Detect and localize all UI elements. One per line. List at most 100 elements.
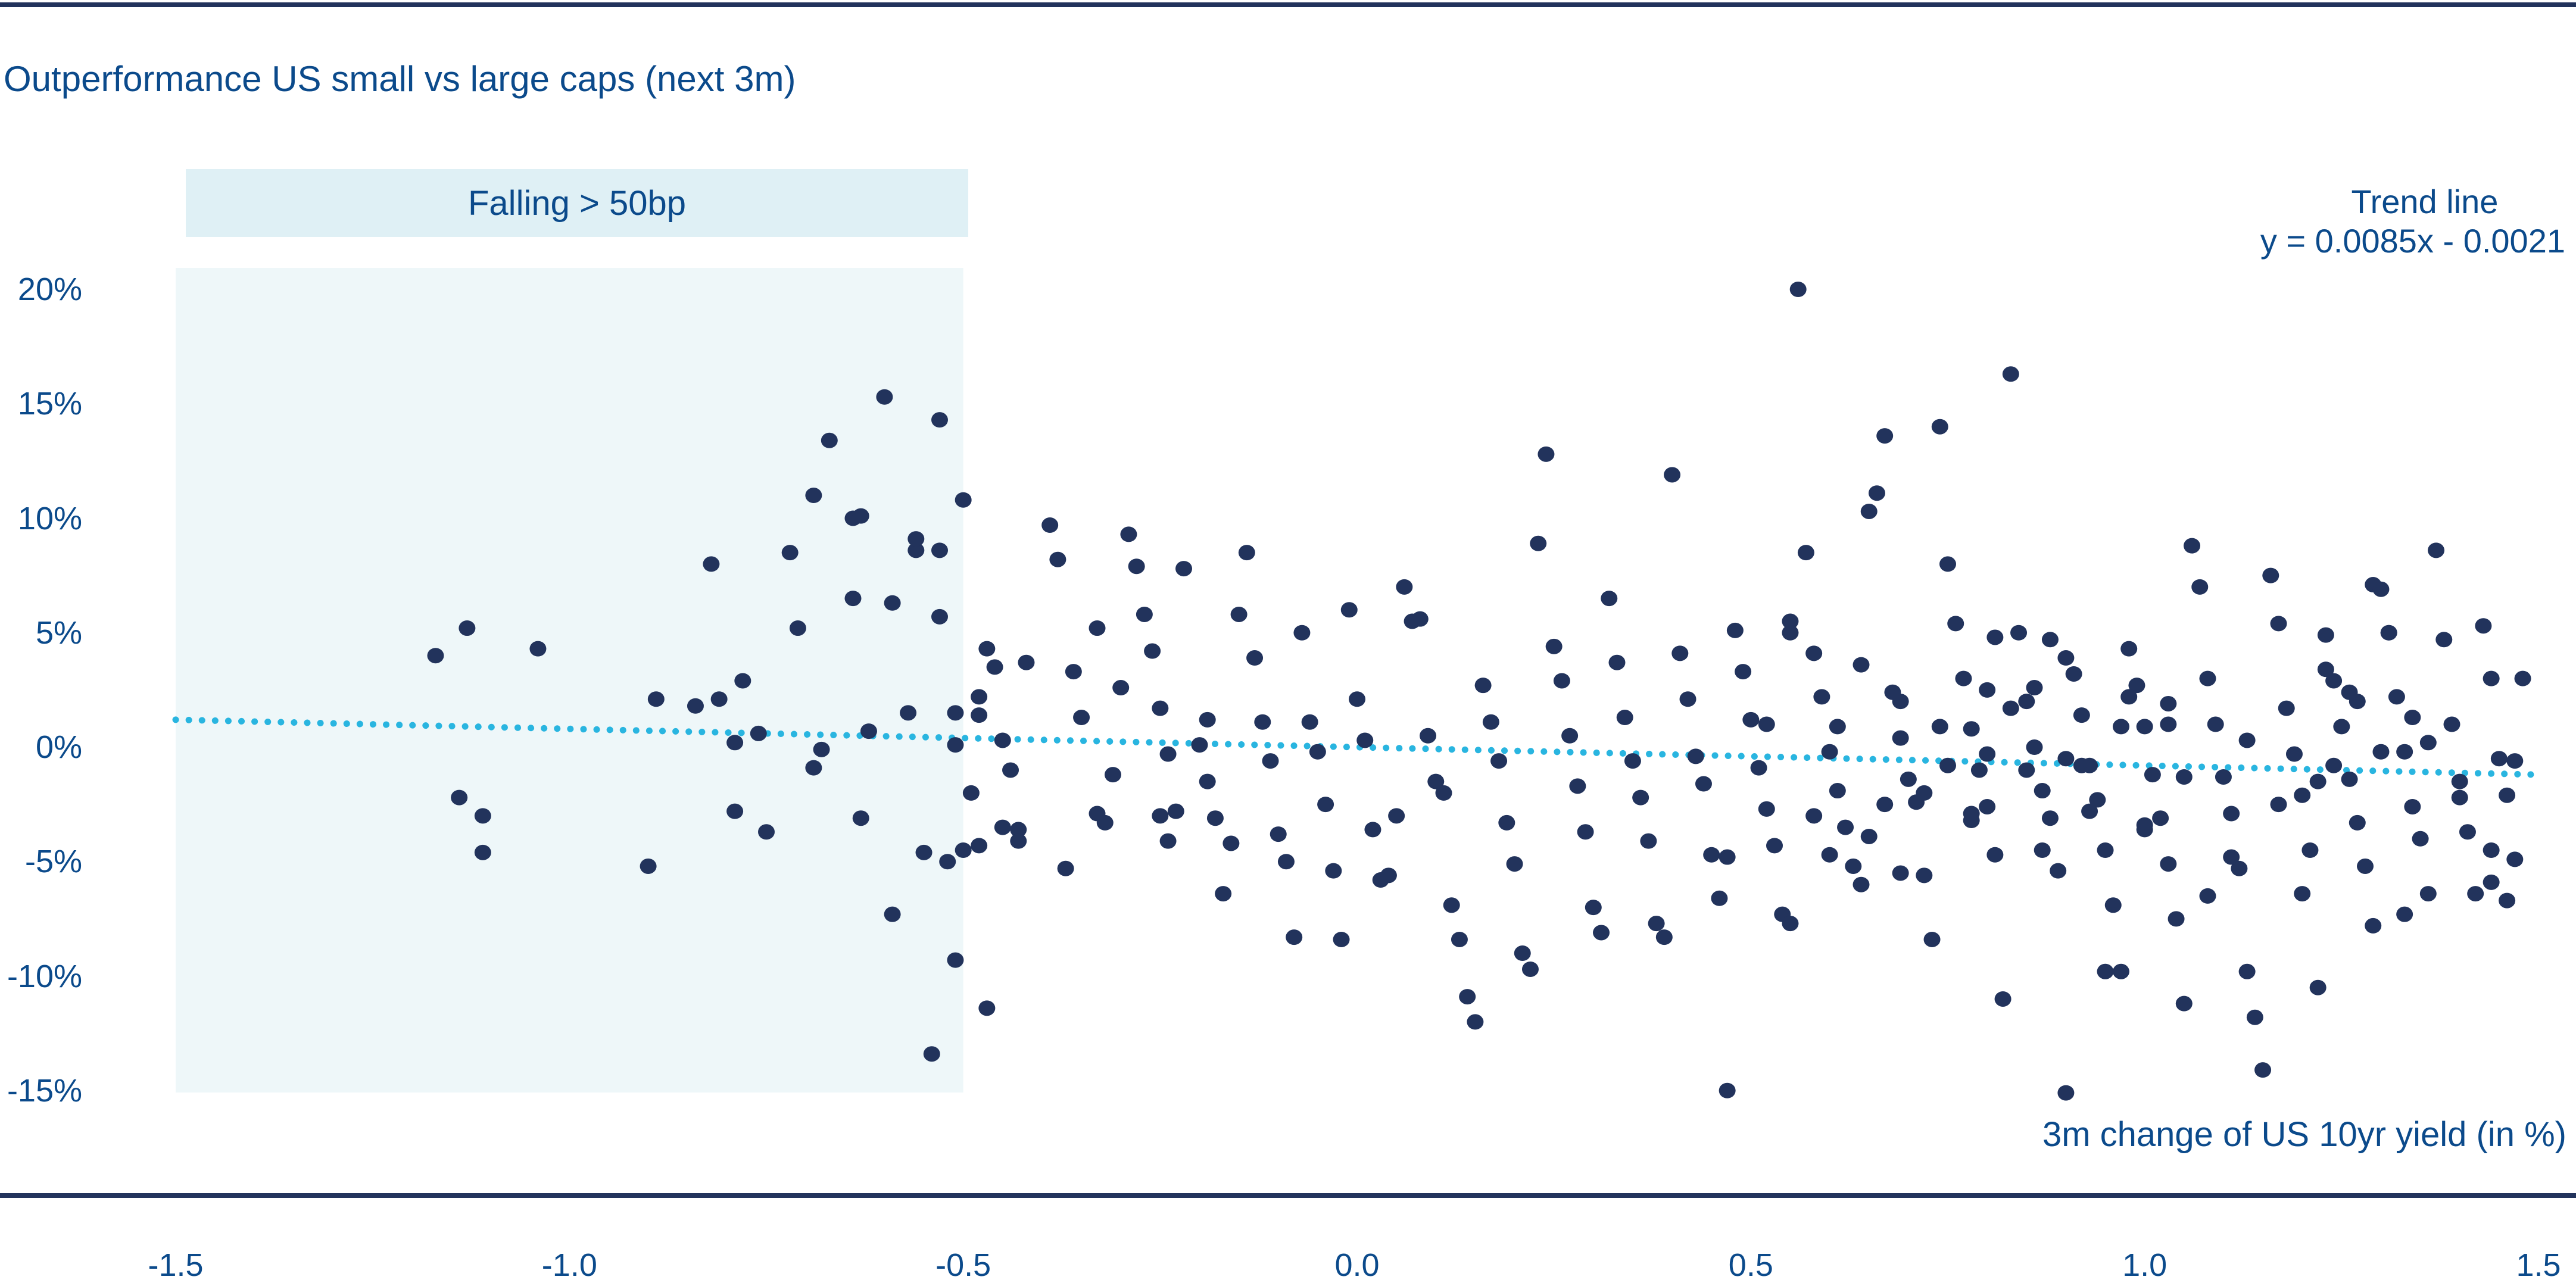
data-point xyxy=(2325,673,2343,689)
data-point xyxy=(2215,769,2232,785)
data-point xyxy=(1301,714,1318,730)
data-point xyxy=(1671,645,1689,661)
data-point xyxy=(1167,803,1184,819)
y-tick-label: 20% xyxy=(17,271,82,307)
data-point xyxy=(2175,995,2193,1012)
data-point xyxy=(1427,773,1445,789)
data-point xyxy=(2034,842,2051,859)
data-point xyxy=(1782,625,1799,641)
data-point xyxy=(2207,716,2224,732)
data-point xyxy=(1813,689,1830,705)
y-tick-label: 0% xyxy=(35,729,82,765)
data-point xyxy=(2104,897,2122,913)
x-tick-label: -1.0 xyxy=(541,1247,597,1283)
data-point xyxy=(1159,833,1177,849)
x-tick-label: 0.5 xyxy=(1728,1247,1773,1283)
data-point xyxy=(2191,579,2209,595)
data-point xyxy=(1939,757,1956,773)
data-point xyxy=(1979,798,1996,814)
data-point xyxy=(2089,792,2106,808)
data-point xyxy=(2396,744,2413,760)
data-point xyxy=(1853,657,1870,673)
data-point xyxy=(2223,806,2240,822)
data-point xyxy=(1317,797,1334,813)
data-point xyxy=(1837,819,1854,835)
falling-zone-label: Falling > 50bp xyxy=(186,169,968,237)
data-point xyxy=(1065,664,1082,680)
data-point xyxy=(1916,785,1933,801)
data-point xyxy=(931,542,948,558)
data-point xyxy=(1482,714,1499,730)
data-point xyxy=(2380,625,2397,641)
data-point xyxy=(2081,803,2098,819)
data-point xyxy=(1277,854,1295,870)
data-point xyxy=(907,531,925,547)
data-point xyxy=(2010,625,2028,641)
data-point xyxy=(1758,801,1775,817)
data-point xyxy=(2483,670,2500,686)
data-point xyxy=(2152,810,2169,826)
data-point xyxy=(1577,824,1594,840)
data-point xyxy=(2160,695,2177,711)
data-point xyxy=(710,691,728,707)
data-point xyxy=(640,858,657,874)
data-point xyxy=(1632,789,1649,806)
data-point xyxy=(1230,606,1248,622)
data-point xyxy=(2136,822,2153,838)
data-point xyxy=(1049,551,1066,567)
data-point xyxy=(1726,622,1744,638)
data-point xyxy=(1199,711,1216,728)
data-point xyxy=(1474,678,1492,694)
y-tick-label: -10% xyxy=(7,958,82,994)
data-point xyxy=(947,952,964,968)
data-point xyxy=(2057,1085,2075,1101)
data-point xyxy=(2184,538,2201,554)
data-point xyxy=(2002,366,2019,382)
data-point xyxy=(703,556,720,572)
data-point xyxy=(1270,826,1287,842)
data-point xyxy=(2325,757,2343,773)
data-point xyxy=(1506,856,1523,872)
data-point xyxy=(1435,785,1452,801)
data-point xyxy=(971,689,988,705)
data-point xyxy=(1979,682,1996,698)
data-point xyxy=(955,842,972,859)
data-point xyxy=(1853,876,1870,892)
data-point xyxy=(1002,762,1019,778)
data-point xyxy=(687,698,704,714)
data-point xyxy=(1175,561,1193,577)
data-point xyxy=(900,705,917,721)
data-point xyxy=(1104,767,1121,783)
data-point xyxy=(931,412,948,428)
data-point xyxy=(1994,991,2011,1007)
data-point xyxy=(1711,890,1728,906)
data-point xyxy=(2144,767,2161,783)
data-point xyxy=(1860,828,1878,844)
data-point xyxy=(1892,694,1909,710)
data-point xyxy=(923,1046,940,1062)
data-point xyxy=(1356,732,1374,748)
data-point xyxy=(2262,567,2279,583)
data-point xyxy=(1640,833,1657,849)
data-point xyxy=(1545,638,1563,654)
data-point xyxy=(1860,503,1878,519)
x-axis-title: 3m change of US 10yr yield (in %) xyxy=(2042,1115,2566,1154)
data-point xyxy=(1821,744,1838,760)
data-point xyxy=(758,824,775,840)
data-point xyxy=(1593,925,1610,941)
data-point xyxy=(1136,606,1153,622)
data-point xyxy=(1679,691,1696,707)
data-point xyxy=(884,595,901,611)
x-tick-label: 1.0 xyxy=(2122,1247,2168,1283)
data-point xyxy=(2120,689,2138,705)
data-point xyxy=(2270,616,2287,632)
data-point xyxy=(1963,721,1980,737)
data-point xyxy=(907,542,925,558)
data-point xyxy=(1923,931,1941,947)
data-point xyxy=(962,785,980,801)
data-point xyxy=(1057,860,1074,876)
data-point xyxy=(1805,808,1823,824)
data-point xyxy=(2317,627,2334,643)
data-point xyxy=(852,508,869,524)
